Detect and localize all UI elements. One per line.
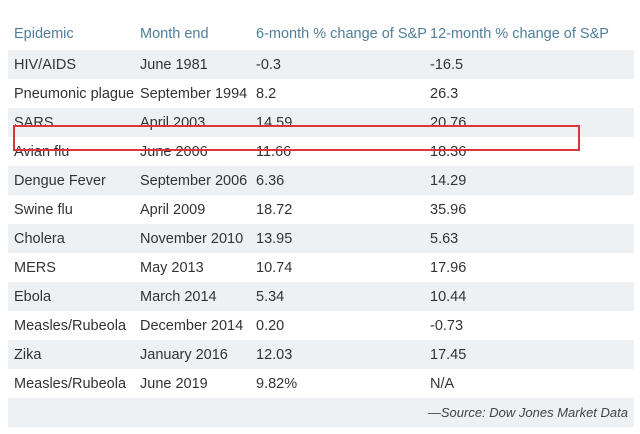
cell-month-end: June 2006: [134, 137, 250, 166]
source-note: —Source: Dow Jones Market Data: [8, 398, 634, 427]
cell-12-month-change: N/A: [424, 369, 634, 398]
cell-6-month-change: 11.66: [250, 137, 424, 166]
header-row: Epidemic Month end 6-month % change of S…: [8, 17, 634, 50]
cell-month-end: March 2014: [134, 282, 250, 311]
cell-6-month-change: 5.34: [250, 282, 424, 311]
source-row: —Source: Dow Jones Market Data: [8, 398, 634, 427]
cell-12-month-change: 17.96: [424, 253, 634, 282]
cell-month-end: April 2009: [134, 195, 250, 224]
table-row: Avian flu June 2006 11.66 18.36: [8, 137, 634, 166]
table-row: Pneumonic plague September 1994 8.2 26.3: [8, 79, 634, 108]
cell-6-month-change: 18.72: [250, 195, 424, 224]
cell-12-month-change: 10.44: [424, 282, 634, 311]
table-row: HIV/AIDS June 1981 -0.3 -16.5: [8, 50, 634, 79]
header-6-month-change: 6-month % change of S&P: [256, 25, 427, 42]
epidemic-market-table: Epidemic Month end 6-month % change of S…: [8, 17, 634, 427]
cell-epidemic: Pneumonic plague: [8, 79, 134, 108]
cell-epidemic: Measles/Rubeola: [8, 311, 134, 340]
header-epidemic: Epidemic: [14, 25, 74, 42]
cell-6-month-change: 12.03: [250, 340, 424, 369]
cell-epidemic: Cholera: [8, 224, 134, 253]
cell-month-end: September 2006: [134, 166, 250, 195]
cell-6-month-change: 13.95: [250, 224, 424, 253]
table-row: Cholera November 2010 13.95 5.63: [8, 224, 634, 253]
cell-epidemic: Avian flu: [8, 137, 134, 166]
cell-epidemic: Zika: [8, 340, 134, 369]
cell-12-month-change: 26.3: [424, 79, 634, 108]
table-row: Zika January 2016 12.03 17.45: [8, 340, 634, 369]
header-month-end: Month end: [140, 25, 209, 42]
cell-6-month-change: 8.2: [250, 79, 424, 108]
cell-12-month-change: 20.76: [424, 108, 634, 137]
cell-epidemic: Measles/Rubeola: [8, 369, 134, 398]
table-row: SARS April 2003 14.59 20.76: [8, 108, 634, 137]
table-row: MERS May 2013 10.74 17.96: [8, 253, 634, 282]
cell-6-month-change: -0.3: [250, 50, 424, 79]
cell-month-end: December 2014: [134, 311, 250, 340]
cell-12-month-change: 17.45: [424, 340, 634, 369]
cell-12-month-change: 14.29: [424, 166, 634, 195]
table-row: Measles/Rubeola June 2019 9.82% N/A: [8, 369, 634, 398]
header-12-month-change: 12-month % change of S&P: [430, 25, 609, 42]
cell-month-end: May 2013: [134, 253, 250, 282]
table-row: Ebola March 2014 5.34 10.44: [8, 282, 634, 311]
table-row: Swine flu April 2009 18.72 35.96: [8, 195, 634, 224]
cell-month-end: June 2019: [134, 369, 250, 398]
data-table-container: Epidemic Month end 6-month % change of S…: [8, 17, 634, 427]
cell-12-month-change: 18.36: [424, 137, 634, 166]
cell-6-month-change: 9.82%: [250, 369, 424, 398]
cell-epidemic: MERS: [8, 253, 134, 282]
cell-epidemic: HIV/AIDS: [8, 50, 134, 79]
table-row: Dengue Fever September 2006 6.36 14.29: [8, 166, 634, 195]
cell-epidemic: Swine flu: [8, 195, 134, 224]
cell-month-end: November 2010: [134, 224, 250, 253]
cell-month-end: June 1981: [134, 50, 250, 79]
cell-12-month-change: 35.96: [424, 195, 634, 224]
cell-month-end: September 1994: [134, 79, 250, 108]
cell-6-month-change: 14.59: [250, 108, 424, 137]
table-row: Measles/Rubeola December 2014 0.20 -0.73: [8, 311, 634, 340]
cell-6-month-change: 6.36: [250, 166, 424, 195]
cell-12-month-change: 5.63: [424, 224, 634, 253]
cell-epidemic: Dengue Fever: [8, 166, 134, 195]
cell-epidemic: SARS: [8, 108, 134, 137]
cell-6-month-change: 10.74: [250, 253, 424, 282]
cell-month-end: April 2003: [134, 108, 250, 137]
cell-12-month-change: -0.73: [424, 311, 634, 340]
table-body: HIV/AIDS June 1981 -0.3 -16.5 Pneumonic plag…: [8, 50, 634, 398]
cell-epidemic: Ebola: [8, 282, 134, 311]
cell-6-month-change: 0.20: [250, 311, 424, 340]
cell-12-month-change: -16.5: [424, 50, 634, 79]
cell-month-end: January 2016: [134, 340, 250, 369]
